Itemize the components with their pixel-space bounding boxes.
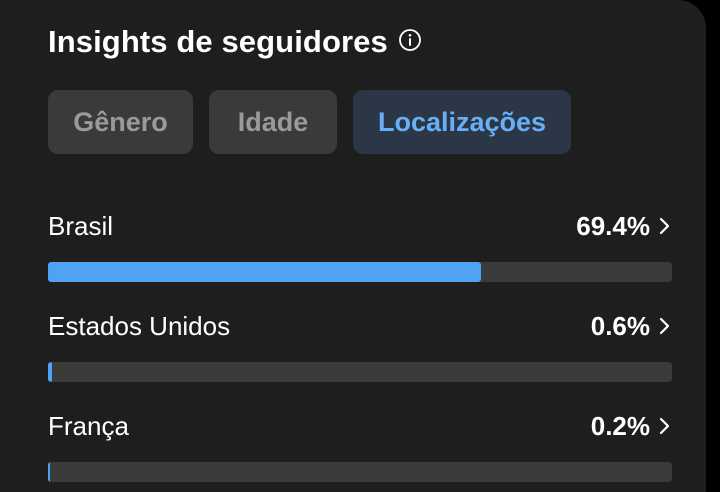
location-row-estados-unidos[interactable]: Estados Unidos 0.6%: [48, 308, 672, 382]
location-name: Brasil: [48, 210, 114, 241]
location-bar-fill: [48, 262, 482, 282]
location-percent: 0.6%: [590, 310, 650, 341]
location-row-brasil[interactable]: Brasil 69.4%: [48, 208, 672, 282]
location-percent: 0.2%: [590, 410, 650, 441]
location-name: Estados Unidos: [48, 310, 231, 341]
chevron-right-icon: [658, 315, 672, 337]
tab-genero[interactable]: Gênero: [48, 90, 193, 154]
tab-idade[interactable]: Idade: [209, 90, 337, 154]
info-icon[interactable]: [398, 28, 422, 52]
location-name: França: [48, 410, 129, 441]
chevron-right-icon: [658, 415, 672, 437]
location-bar: [48, 462, 672, 482]
location-bar: [48, 262, 672, 282]
location-bar: [48, 362, 672, 382]
location-bar-fill: [48, 362, 52, 382]
chevron-right-icon: [658, 215, 672, 237]
insights-tabs: Gênero Idade Localizações: [48, 90, 571, 154]
location-percent: 69.4%: [576, 210, 650, 241]
page-title: Insights de seguidores: [48, 24, 388, 59]
location-bar-fill: [48, 462, 50, 482]
location-row-franca[interactable]: França 0.2%: [48, 408, 672, 482]
title-row: Insights de seguidores: [48, 22, 422, 62]
tab-localizacoes[interactable]: Localizações: [353, 90, 571, 154]
